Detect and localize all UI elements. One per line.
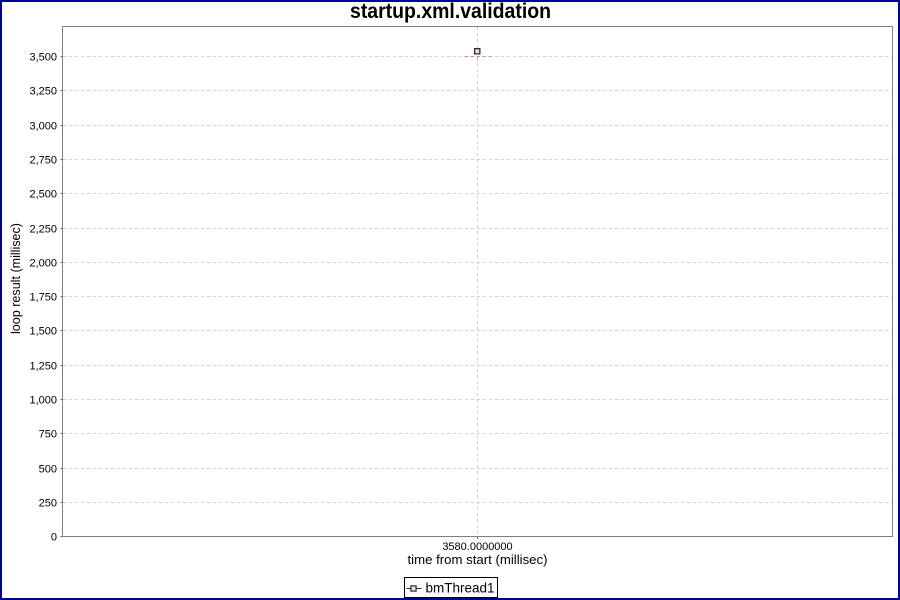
svg-text:1,250: 1,250: [29, 361, 57, 373]
svg-text:2,750: 2,750: [29, 155, 57, 167]
svg-text:3,250: 3,250: [29, 86, 57, 98]
svg-text:1,000: 1,000: [29, 395, 57, 407]
svg-text:500: 500: [39, 464, 57, 476]
svg-text:3580.0000000: 3580.0000000: [442, 541, 512, 553]
svg-text:750: 750: [39, 429, 57, 441]
svg-text:3,500: 3,500: [29, 52, 57, 64]
svg-text:2,000: 2,000: [29, 258, 57, 270]
svg-text:2,250: 2,250: [29, 224, 57, 236]
svg-text:1,500: 1,500: [29, 326, 57, 338]
svg-text:3,000: 3,000: [29, 121, 57, 133]
svg-text:1,750: 1,750: [29, 292, 57, 304]
svg-text:time from start (millisec): time from start (millisec): [408, 552, 548, 567]
svg-text:2,500: 2,500: [29, 189, 57, 201]
svg-text:loop result (millisec): loop result (millisec): [8, 223, 23, 334]
svg-text:bmThread1: bmThread1: [426, 581, 495, 596]
svg-text:startup.xml.validation: startup.xml.validation: [350, 0, 551, 23]
svg-text:250: 250: [39, 498, 57, 510]
svg-text:0: 0: [51, 532, 57, 544]
